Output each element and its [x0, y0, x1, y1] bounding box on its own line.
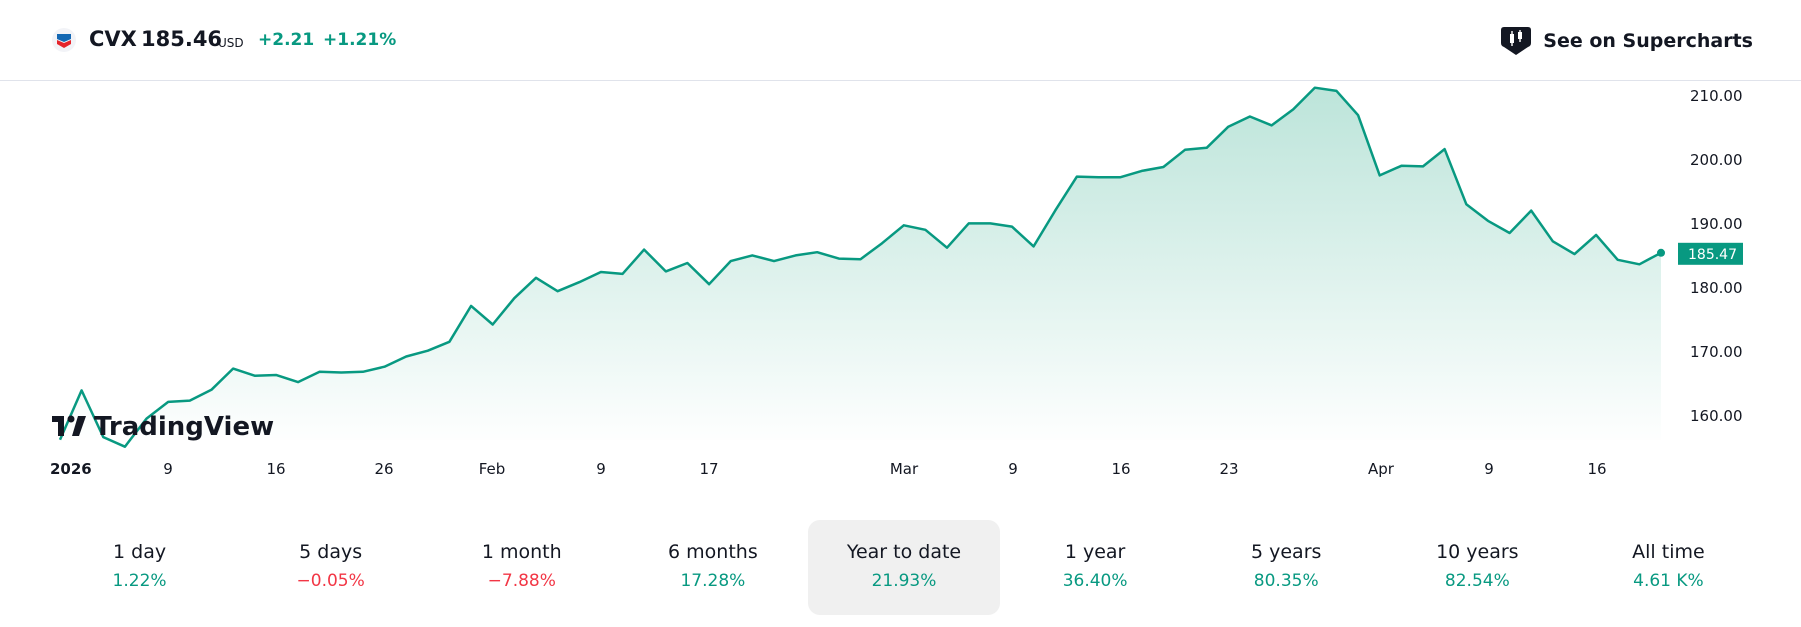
- chart-header: CVX 185.46 USD +2.21 +1.21% See on Super…: [0, 0, 1801, 81]
- period-tab[interactable]: All time 4.61 K%: [1573, 520, 1764, 615]
- period-change-value: −7.88%: [487, 571, 556, 591]
- y-tick-label: 210.00: [1690, 87, 1743, 105]
- period-label: Year to date: [846, 541, 962, 563]
- period-tab[interactable]: 1 year 36.40%: [1000, 520, 1191, 615]
- chevron-logo-icon: [52, 28, 76, 52]
- last-price-dot: [1657, 248, 1665, 257]
- x-tick-label: 17: [699, 460, 718, 478]
- period-label: 6 months: [668, 541, 758, 563]
- last-value-badge: [1678, 242, 1743, 265]
- x-tick-label: Feb: [479, 460, 506, 478]
- see-on-supercharts-link[interactable]: See on Supercharts: [1499, 26, 1753, 56]
- price-chart[interactable]: 210.00 200.00 190.00 180.00 170.00 160.00 185.…: [0, 0, 1801, 480]
- tradingview-wordmark: TradingView: [94, 412, 274, 442]
- period-tab[interactable]: 5 years 80.35%: [1191, 520, 1382, 615]
- period-selector: 1 day 1.22% 5 days −0.05% 1 month −7.88% 6 mon…: [44, 520, 1764, 615]
- period-tab[interactable]: 1 day 1.22%: [44, 520, 235, 615]
- x-tick-label: 2026: [50, 460, 92, 478]
- x-tick-label: Mar: [890, 460, 919, 478]
- period-label: 1 year: [1064, 541, 1126, 563]
- period-change-value: 1.22%: [112, 571, 167, 591]
- period-tab[interactable]: 5 days −0.05%: [235, 520, 426, 615]
- period-tab[interactable]: 10 years 82.54%: [1382, 520, 1573, 615]
- period-tab[interactable]: Year to date 21.93%: [808, 520, 1000, 615]
- x-tick-label: 9: [1008, 460, 1018, 478]
- period-change-value: 82.54%: [1444, 571, 1510, 591]
- period-label: All time: [1632, 541, 1705, 563]
- period-change-value: 36.40%: [1062, 571, 1128, 591]
- period-label: 5 days: [299, 541, 363, 563]
- price-change: +2.21: [258, 30, 315, 50]
- x-tick-label: 9: [1484, 460, 1494, 478]
- period-change-value: 4.61 K%: [1633, 571, 1704, 591]
- last-price: 185.46: [141, 27, 223, 51]
- period-label: 5 years: [1251, 541, 1322, 563]
- period-tab[interactable]: 1 month −7.88%: [426, 520, 617, 615]
- x-tick-label: 16: [1587, 460, 1606, 478]
- period-change-value: 21.93%: [871, 571, 937, 591]
- x-tick-label: 9: [163, 460, 173, 478]
- period-change-value: 80.35%: [1253, 571, 1319, 591]
- period-change-value: 17.28%: [680, 571, 746, 591]
- last-value-label: 185.47: [1688, 247, 1737, 263]
- tradingview-watermark: TradingView: [52, 412, 274, 442]
- x-tick-label: 16: [266, 460, 285, 478]
- supercharts-icon: [1501, 27, 1532, 55]
- y-tick-label: 170.00: [1690, 343, 1743, 361]
- x-tick-label: 16: [1111, 460, 1130, 478]
- supercharts-label: See on Supercharts: [1543, 30, 1753, 52]
- price-change-percent: +1.21%: [323, 30, 397, 50]
- y-tick-label: 180.00: [1690, 279, 1743, 297]
- currency-label: USD: [218, 36, 244, 50]
- period-change-value: −0.05%: [296, 571, 365, 591]
- y-tick-label: 200.00: [1690, 151, 1743, 169]
- ticker-symbol: CVX: [89, 27, 137, 51]
- period-tab[interactable]: 6 months 17.28%: [617, 520, 808, 615]
- price-area-fill: [60, 87, 1661, 447]
- period-label: 10 years: [1436, 541, 1519, 563]
- x-tick-label: 23: [1219, 460, 1238, 478]
- price-line: [58, 86, 1662, 448]
- tradingview-logo-icon: [52, 415, 86, 436]
- y-tick-label: 160.00: [1690, 407, 1743, 425]
- x-tick-label: Apr: [1368, 460, 1395, 478]
- y-tick-label: 190.00: [1690, 215, 1743, 233]
- period-label: 1 month: [481, 541, 562, 563]
- x-tick-label: 9: [596, 460, 606, 478]
- x-tick-label: 26: [374, 460, 393, 478]
- period-label: 1 day: [113, 541, 167, 563]
